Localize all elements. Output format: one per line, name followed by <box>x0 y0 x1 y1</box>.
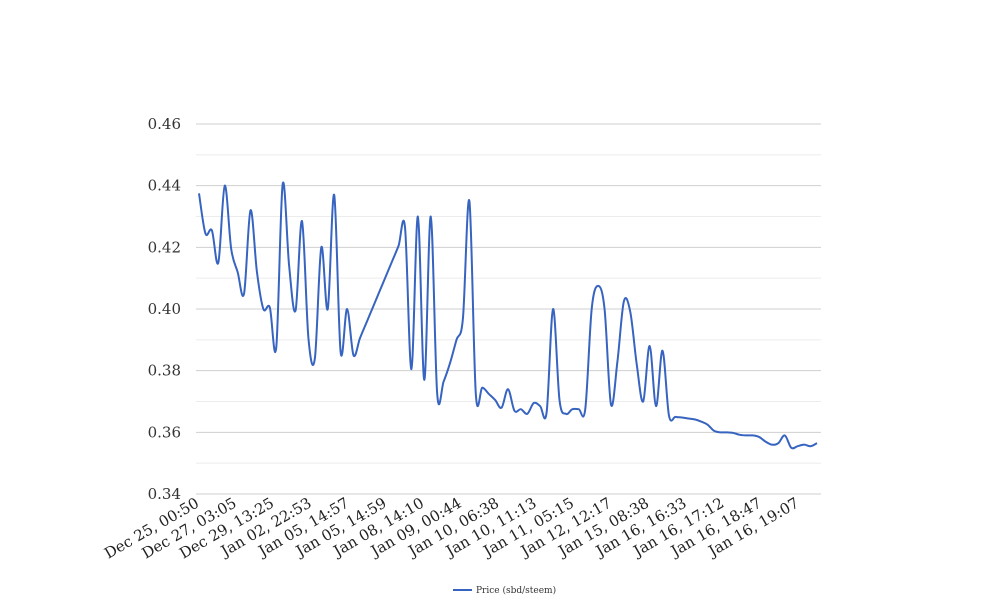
series-line-price <box>198 181 818 450</box>
y-tick-label: 0.42 <box>148 238 181 256</box>
y-tick-label: 0.34 <box>148 485 181 503</box>
y-tick-label: 0.44 <box>148 177 181 195</box>
series-lines <box>198 181 818 450</box>
y-tick-label: 0.40 <box>148 300 181 318</box>
y-tick-label: 0.38 <box>148 362 181 380</box>
legend: Price (sbd/steem) <box>453 585 556 596</box>
y-tick-label: 0.46 <box>148 115 181 133</box>
gridlines <box>196 123 821 495</box>
y-tick-label: 0.36 <box>148 423 181 441</box>
legend-label: Price (sbd/steem) <box>476 585 556 596</box>
y-axis-tick-labels: 0.46 0.44 0.42 0.40 0.38 0.36 0.34 <box>148 115 181 503</box>
